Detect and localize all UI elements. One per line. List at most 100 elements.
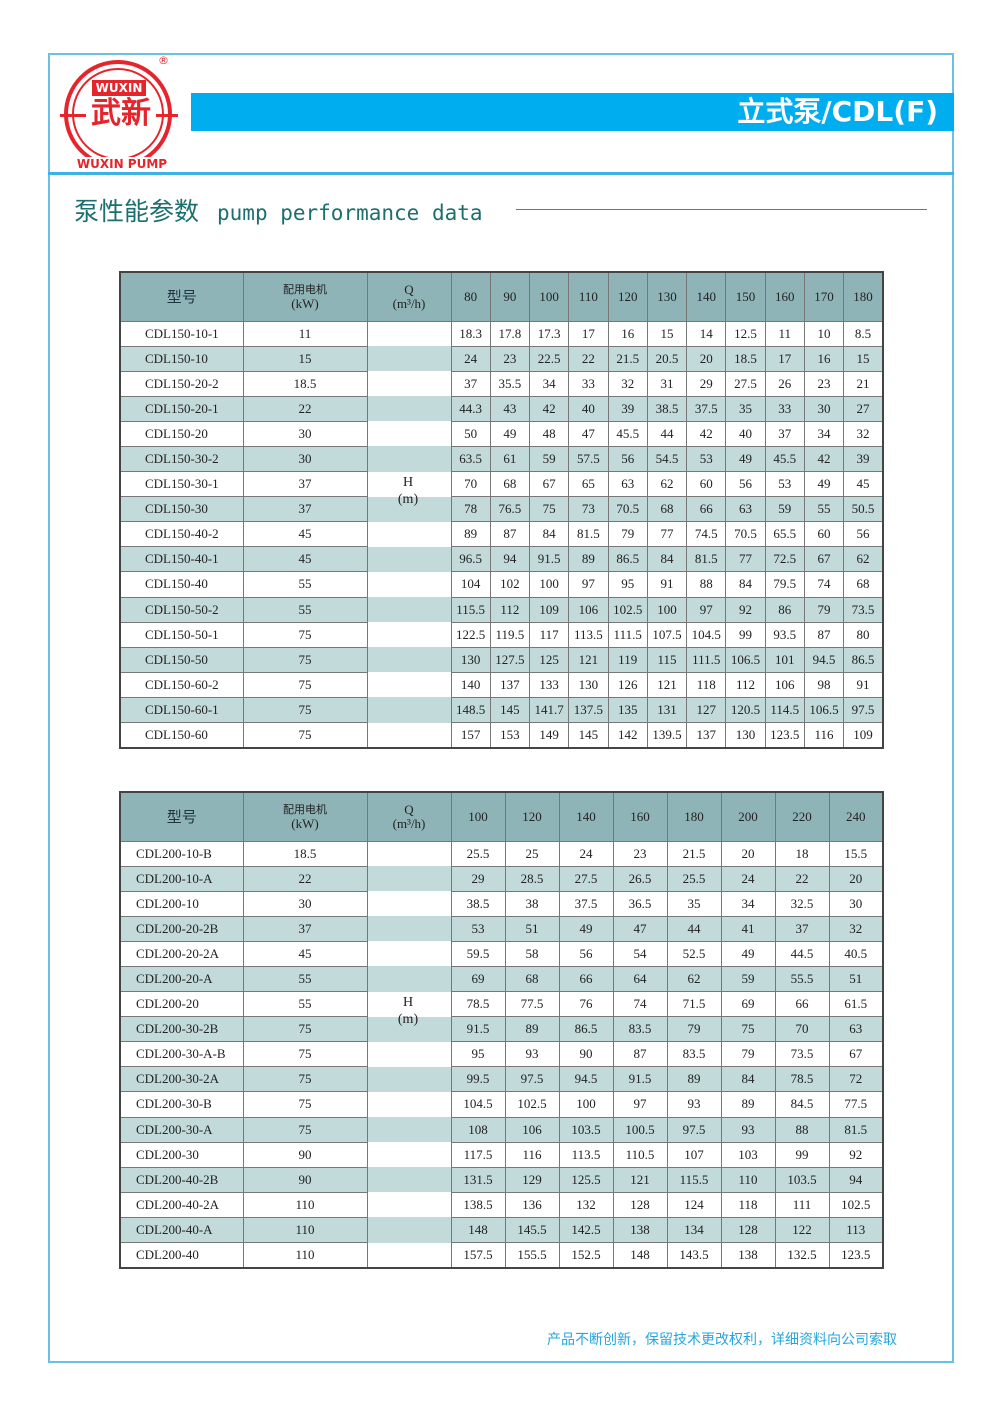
motor-power-cell: 37: [242, 915, 368, 942]
head-value-cell: 22.5: [529, 345, 570, 372]
table-row: CDL150-60-1 75 148.5 145 141.7 137.5 135 131 127…: [119, 696, 884, 724]
flow-value-header: 150: [725, 271, 766, 322]
table-row: CDL150-50-1 75 122.5 119.5 117 113.5 111.5 107.…: [119, 621, 884, 648]
head-label-cell: [366, 471, 452, 497]
head-label-cell: [366, 1217, 452, 1243]
head-value-cell: 30: [803, 395, 845, 422]
head-value-cell: 119: [607, 646, 648, 673]
model-cell: CDL200-30-2B: [119, 1016, 244, 1043]
head-value-cell: 21: [843, 370, 884, 397]
head-value-cell: 134: [666, 1216, 722, 1244]
head-value-cell: 60: [803, 521, 845, 548]
model-cell: CDL200-40-2B: [119, 1166, 244, 1193]
head-label-cell: [366, 622, 452, 648]
head-value-cell: 62: [646, 471, 688, 498]
head-value-cell: 56: [558, 940, 614, 967]
head-value-cell: 77.5: [504, 991, 560, 1018]
head-value-cell: 118: [686, 671, 727, 698]
head-value-cell: 77.5: [828, 1091, 884, 1118]
motor-power-cell: 75: [242, 1041, 368, 1068]
motor-power-cell: 75: [242, 1116, 368, 1143]
table-row: CDL150-40 55 104 102 100 97 95 91 88 84 79.5 74 68: [119, 571, 884, 598]
head-value-cell: 18.5: [725, 345, 766, 372]
head-value-cell: 87: [612, 1041, 668, 1068]
motor-power-cell: 75: [242, 671, 368, 698]
head-value-cell: 24: [450, 345, 491, 372]
head-value-cell: 91: [646, 571, 688, 598]
head-label-cell: [366, 1192, 452, 1218]
head-value-cell: 127: [686, 696, 727, 724]
head-value-cell: 142.5: [558, 1216, 614, 1244]
head-value-cell: 100.5: [612, 1116, 668, 1143]
table-row: CDL150-30-1 37 70 68 67 65 63 62 60 56 53 49 45: [119, 471, 884, 498]
head-value-cell: 44.5: [774, 940, 830, 967]
head-value-cell: 23: [489, 345, 531, 372]
motor-power-cell: 110: [242, 1241, 368, 1269]
table-row: CDL150-50-2 55 115.5 112 109 106 102.5 100 97 92 8…: [119, 596, 884, 623]
head-value-cell: 16: [607, 320, 648, 347]
model-cell: CDL150-40: [119, 571, 244, 598]
head-value-cell: 35: [666, 890, 722, 917]
head-value-cell: 89: [450, 521, 491, 548]
head-value-cell: 111: [774, 1191, 830, 1218]
page-frame: [48, 53, 954, 1363]
motor-power-cell: 45: [242, 521, 368, 548]
head-label-cell: [366, 346, 452, 372]
head-value-cell: 69: [450, 965, 506, 993]
head-value-cell: 86.5: [843, 646, 884, 673]
head-value-cell: 130: [725, 721, 766, 749]
motor-power-cell: 30: [242, 420, 368, 447]
head-value-cell: 94: [828, 1166, 884, 1193]
head-label-cell: [366, 866, 452, 892]
motor-power-cell: 75: [242, 1066, 368, 1093]
head-value-cell: 87: [489, 521, 531, 548]
head-value-cell: 115.5: [450, 596, 491, 623]
head-value-cell: 42: [686, 420, 727, 447]
table-row: CDL200-40-2A 110 138.5 136 132 128 124 118 111 10…: [119, 1191, 884, 1218]
head-value-cell: 37: [764, 420, 805, 447]
head-value-cell: 103.5: [774, 1166, 830, 1193]
head-value-cell: 63.5: [450, 445, 491, 473]
head-value-cell: 113: [828, 1216, 884, 1244]
motor-power-cell: 55: [242, 571, 368, 598]
motor-power-cell: 75: [242, 696, 368, 724]
table-row: CDL150-20 30 50 49 48 47 45.5 44 42 40 37 34 32: [119, 420, 884, 447]
motor-power-cell: 45: [242, 546, 368, 573]
head-value-cell: 78.5: [774, 1066, 830, 1093]
head-value-cell: 54: [612, 940, 668, 967]
head-value-cell: 112: [725, 671, 766, 698]
table-header-row: 型号 配用电机 (kW) Q (m³/h) 100 120 140 160 180 200 220 24…: [119, 791, 884, 842]
head-value-cell: 90: [558, 1041, 614, 1068]
head-value-cell: 119.5: [489, 621, 531, 648]
head-value-cell: 123.5: [764, 721, 805, 749]
head-label-cell: [366, 371, 452, 397]
section-title-cn: 泵性能参数: [74, 197, 200, 226]
model-cell: CDL150-20: [119, 420, 244, 447]
head-value-cell: 121: [612, 1166, 668, 1193]
model-cell: CDL200-30-2A: [119, 1066, 244, 1093]
head-value-cell: 72: [828, 1066, 884, 1093]
head-value-cell: 86.5: [558, 1016, 614, 1043]
head-value-cell: 63: [607, 471, 648, 498]
head-value-cell: 74.5: [686, 521, 727, 548]
head-value-cell: 39: [843, 445, 884, 473]
head-value-cell: 97: [612, 1091, 668, 1118]
head-value-cell: 97.5: [666, 1116, 722, 1143]
head-label-cell: [366, 966, 452, 992]
head-value-cell: 113.5: [568, 621, 609, 648]
head-value-cell: 55.5: [774, 965, 830, 993]
head-value-cell: 44: [666, 915, 722, 942]
head-value-cell: 84: [529, 521, 570, 548]
head-value-cell: 28.5: [504, 865, 560, 892]
head-value-cell: 36.5: [612, 890, 668, 917]
column-header-flow: Q (m³/h): [366, 791, 452, 842]
section-title-en: pump performance data: [217, 201, 483, 225]
head-value-cell: 99: [774, 1141, 830, 1168]
model-cell: CDL150-30-2: [119, 445, 244, 473]
head-value-cell: 17.8: [489, 320, 531, 347]
head-value-cell: 107.5: [646, 621, 688, 648]
head-value-cell: 33: [764, 395, 805, 422]
model-cell: CDL200-40-2A: [119, 1191, 244, 1218]
head-value-cell: 53: [450, 915, 506, 942]
head-value-cell: 127.5: [489, 646, 531, 673]
